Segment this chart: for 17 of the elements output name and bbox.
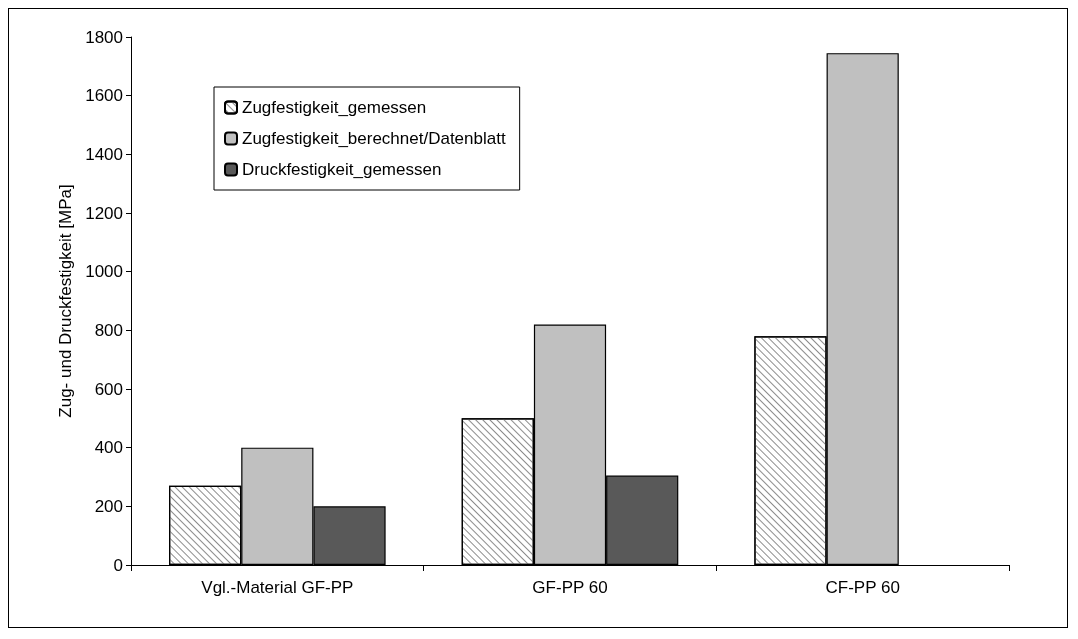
y-tick-label: 1200 xyxy=(85,203,123,223)
y-tick-label: 1000 xyxy=(85,262,123,282)
y-tick-label: 600 xyxy=(94,379,123,399)
y-tick-label: 1400 xyxy=(85,144,123,164)
x-tick-label: Vgl.-Material GF-PP xyxy=(201,578,354,597)
y-tick-label: 1800 xyxy=(85,27,123,47)
y-tick-label: 0 xyxy=(113,555,123,575)
legend-label: Druckfestigkeit_gemessen xyxy=(242,160,442,179)
y-tick-label: 200 xyxy=(94,496,123,516)
x-tick-label: GF-PP 60 xyxy=(532,578,608,597)
x-tick-label: CF-PP 60 xyxy=(825,578,900,597)
y-tick-label: 1600 xyxy=(85,86,123,106)
y-tick-label: 800 xyxy=(94,320,123,340)
legend-label: Zugfestigkeit_berechnet/Datenblatt xyxy=(242,129,506,148)
y-axis-title: Zug- und Druckfestigkeit [MPa] xyxy=(56,184,76,418)
y-tick-label: 400 xyxy=(94,438,123,458)
legend-label: Zugfestigkeit_gemessen xyxy=(242,98,427,117)
